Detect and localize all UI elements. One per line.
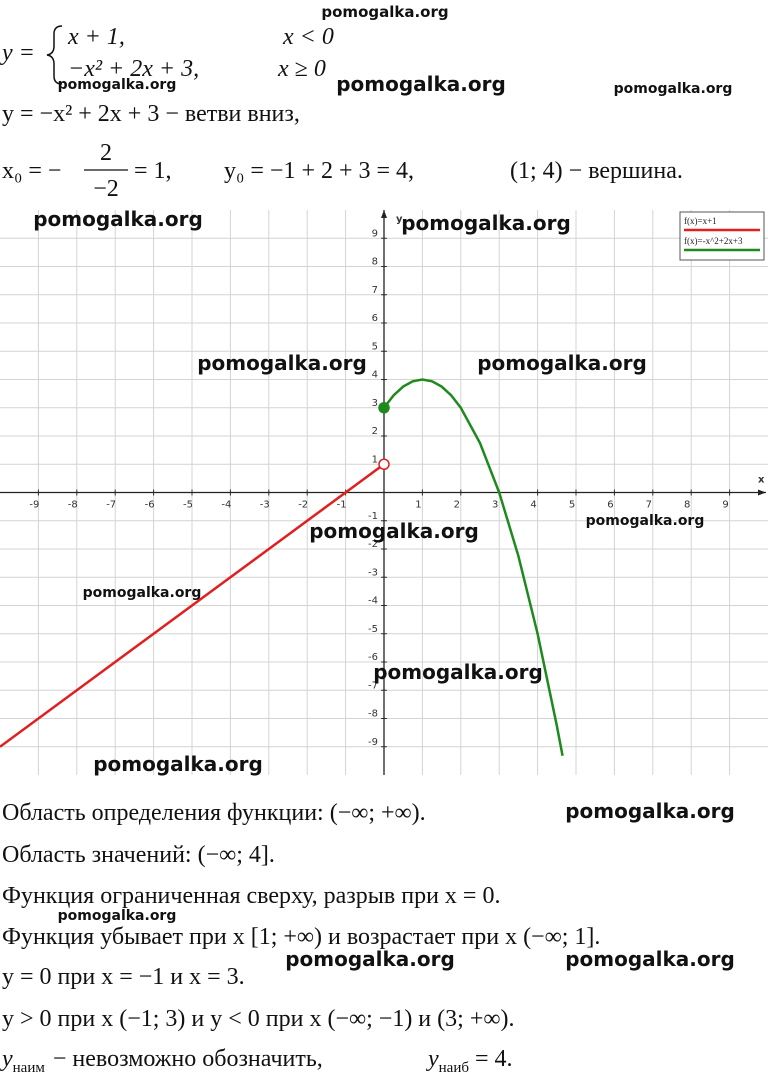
condition: x < 0 [282,24,334,50]
x-tick-label: 7 [646,500,652,511]
y-tick-label: 2 [372,426,378,437]
piecewise-lhs: y = [0,40,35,66]
x-tick-label: -1 [337,500,347,511]
case: −x² + 2x + 3, [68,56,199,82]
ymax: y [426,1046,439,1072]
x0-lhs: x₀ = − [2,158,61,184]
y-tick-label: 7 [372,285,378,296]
x-tick-label: -7 [106,500,116,511]
x-tick-label: -4 [221,500,231,511]
y-axis-label: y [396,214,403,225]
footer: yнаим − невозможно обозначить, yнаиб = 4. … [0,800,600,1073]
x-tick-label: -3 [260,500,270,511]
y0: y₀ = −1 + 2 + 3 = 4, [224,158,414,184]
y-tick-label: 6 [372,313,378,324]
point [378,458,390,470]
x-tick-label: 2 [454,500,460,511]
watermark: pomogalka.org [477,351,647,375]
legend-label: f(x)=-x^2+2x+3 [684,236,743,246]
ymin-text: − невозможно обозначить, [53,1046,323,1072]
y-tick-label: -3 [368,567,378,578]
x-tick-label: -5 [183,500,193,511]
watermark: pomogalka.org [336,72,506,96]
ymin: y [0,1046,13,1072]
y-tick-label: 9 [372,228,378,239]
axis-arrow [381,210,387,218]
watermark: pomogalka.org [58,908,177,924]
y-tick-label: -8 [368,709,378,720]
watermarks: pomogalka.org pomogalka.org pomogalka.org p… [33,3,735,971]
condition: x ≥ 0 [277,56,326,82]
y-tick-label: -9 [368,737,378,748]
footer-line: y > 0 при x (−1; 3) и y < 0 при x (−∞; −… [2,1006,514,1032]
x-tick-label: 4 [530,500,536,511]
y-tick-label: -7 [368,680,378,691]
brace [46,25,63,85]
x-tick-label: 5 [569,500,575,511]
y-tick-label: 4 [372,370,378,381]
y-tick-label: -1 [368,511,378,522]
series-line [383,378,564,757]
extrema-line: yнаим − невозможно обозначить, [0,1046,323,1073]
x-tick-label: -6 [145,500,155,511]
watermark: pomogalka.org [93,752,263,776]
footer-line: Функция убывает при x [1; +∞) и возраста… [2,924,600,950]
formula-line: y = −x² + 2x + 3 − ветви вниз, [2,101,300,127]
ymin-sub: наим [13,1060,46,1073]
watermark: pomogalka.org [58,77,177,93]
watermark: pomogalka.org [565,947,735,971]
ymax-text: = 4. [475,1046,513,1072]
x-axis-label: x [758,475,765,486]
watermark: pomogalka.org [83,585,202,601]
y-tick-label: 3 [372,398,378,409]
footer-line: Область значений: (−∞; 4]. [2,842,275,868]
y-tick-label: -5 [368,624,378,635]
y-tick-label: -2 [368,539,378,550]
footer-line: Функция ограниченная сверху, разрыв при … [2,883,500,909]
series-line [0,463,385,748]
point [378,402,390,414]
watermark: pomogalka.org [586,513,705,529]
x-tick-label: -8 [68,500,78,511]
chart: -9 -8 -7 -6 -5 -4 -3 -2 -1 1 2 3 4 5 6 7 8 9 -9 -8 -7 -6 -5 -4 -… [0,210,768,775]
footer-line: y = 0 при x = −1 и x = 3. [2,964,245,990]
watermark: pomogalka.org [373,660,543,684]
x-tick-label: 9 [722,500,728,511]
axis-arrow [758,489,766,496]
x-tick-label: 8 [684,500,690,511]
footer-line: Область определения функции: (−∞; +∞). [2,800,426,826]
vertex-point: (1; 4) − вершина. [510,158,683,184]
watermark: pomogalka.org [309,519,479,543]
x-tick-label: -2 [298,500,308,511]
legend-label: f(x)=x+1 [684,216,717,226]
header: y = x + 1, x < 0 −x² + 2x + 3, x ≥ 0 y =… [0,24,683,202]
x0-rhs: = 1, [134,158,172,184]
watermark: pomogalka.org [321,3,448,21]
watermark: pomogalka.org [614,81,733,97]
watermark: pomogalka.org [565,799,735,823]
y-tick-label: -4 [368,596,378,607]
extrema-line: yнаиб = 4. [426,1046,513,1073]
fraction-den: −2 [93,176,119,202]
watermark: pomogalka.org [197,351,367,375]
ymax-sub: наиб [439,1060,470,1073]
y-tick-label: 1 [372,454,378,465]
y-tick-label: 5 [372,341,378,352]
watermark: pomogalka.org [285,947,455,971]
watermark: pomogalka.org [33,207,203,231]
fraction-num: 2 [100,140,112,166]
watermark: pomogalka.org [401,211,571,235]
y-tick-label: 8 [372,257,378,268]
y-tick-label: -6 [368,652,378,663]
x-tick-label: -9 [29,500,39,511]
x-tick-label: 1 [415,500,421,511]
legend-box [679,211,765,261]
x-tick-label: 6 [607,500,613,511]
x-tick-label: 3 [492,500,498,511]
case: x + 1, [67,24,125,50]
